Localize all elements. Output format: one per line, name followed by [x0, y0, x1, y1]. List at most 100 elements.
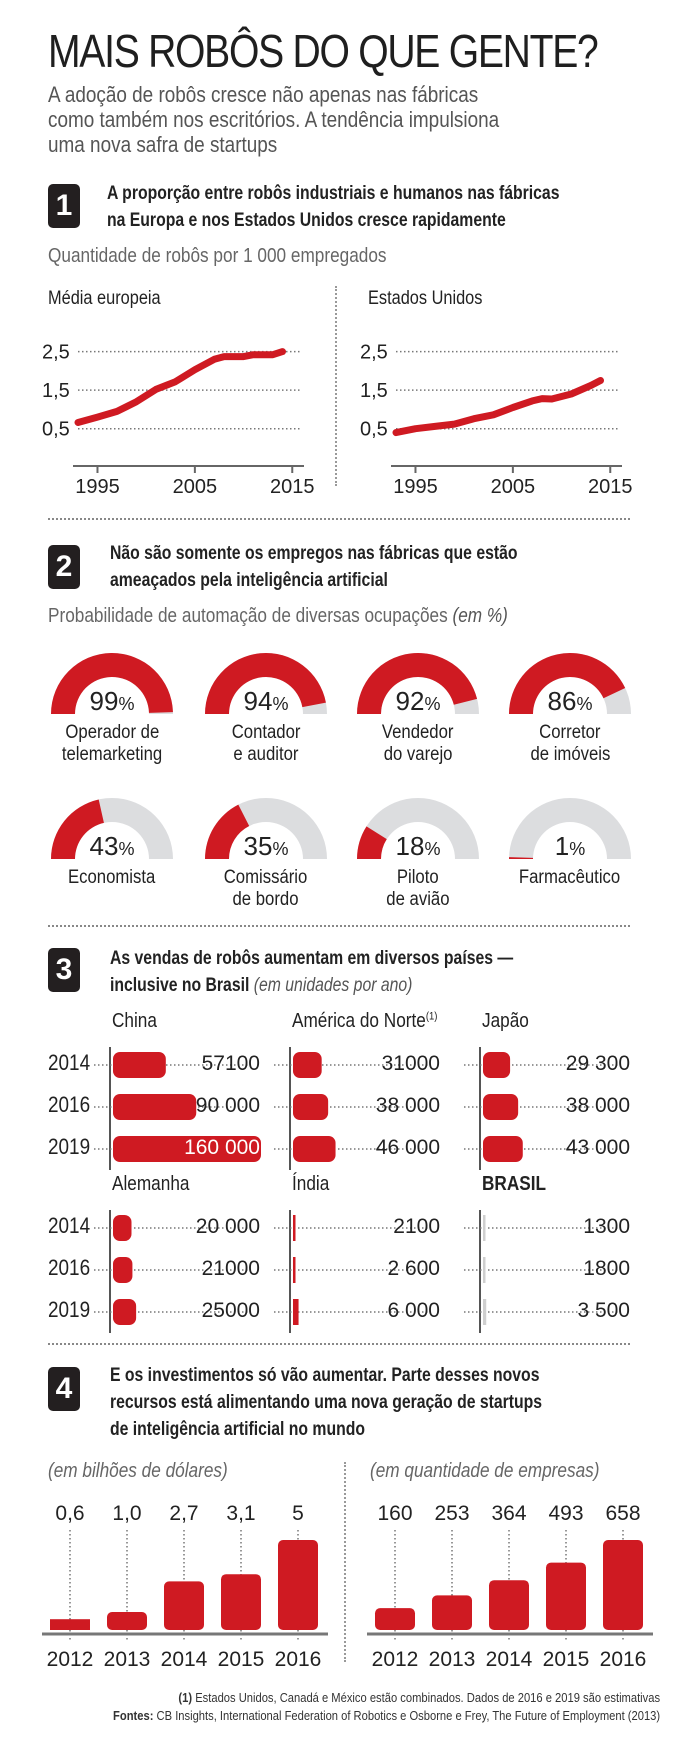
- sales-bar: [293, 1094, 329, 1120]
- sales-bar: [483, 1299, 487, 1325]
- x-tick-label: 2016: [275, 1648, 322, 1670]
- group-title: China: [112, 1010, 157, 1033]
- section2-heading: Não são somente os empregos nas fábricas…: [110, 540, 518, 594]
- gauge-label-line: Economista: [68, 867, 156, 888]
- bar: [107, 1612, 147, 1630]
- gauge-label: Operador de telemarketing: [37, 722, 187, 766]
- bar: [489, 1580, 529, 1630]
- group-title: América do Norte(1): [292, 1010, 437, 1033]
- x-tick-label: 2014: [161, 1648, 208, 1670]
- gauge-value: 86%: [548, 686, 593, 716]
- sales-bar-group: [274, 1210, 430, 1333]
- gauge: 92%: [357, 653, 479, 716]
- series-line: [74, 348, 286, 426]
- sales-value-label: 46 000: [375, 1136, 440, 1159]
- line-chart-europe: 0,5 1,5 2,5 1995 2005 2015: [42, 342, 315, 495]
- sales-bar: [483, 1094, 519, 1120]
- bar-value-label: 253: [434, 1502, 469, 1525]
- heading-unit: (em unidades por ano): [253, 975, 413, 996]
- subtitle-line: como também nos escritórios. A tendência…: [48, 107, 500, 132]
- bar-value-label: 160: [377, 1502, 412, 1525]
- bar: [221, 1574, 261, 1630]
- x-tick-label: 2005: [173, 476, 218, 495]
- x-tick-label: 2013: [429, 1648, 476, 1670]
- sales-bar: [293, 1299, 299, 1325]
- bar: [432, 1595, 472, 1630]
- heading-line: As vendas de robôs aumentam em diversos …: [110, 948, 514, 969]
- sales-bar: [113, 1136, 261, 1162]
- x-tick-label: 1995: [75, 476, 120, 495]
- page-title: MAIS ROBÔS DO QUE GENTE?: [48, 25, 599, 77]
- gauge-value: 1%: [555, 831, 585, 861]
- gauge-label-line: telemarketing: [61, 744, 163, 765]
- x-tick-label: 2015: [218, 1648, 265, 1670]
- bar-value-label: 0,6: [55, 1502, 84, 1525]
- sales-bar-group: [94, 1210, 250, 1333]
- x-tick-label: 2015: [270, 476, 315, 495]
- gauge: 86%: [509, 653, 631, 716]
- sales-value-label: 2100: [393, 1215, 440, 1238]
- gauge-label-line: de imóveis: [530, 744, 610, 765]
- x-tick-label: 2014: [486, 1648, 533, 1670]
- sales-value-label: 90 000: [195, 1094, 260, 1117]
- bar-value-label: 5: [292, 1502, 304, 1525]
- y-tick-label: 2,5: [42, 342, 70, 364]
- gauge-fill: [51, 653, 173, 714]
- gauge: 1%: [509, 798, 631, 861]
- gauge-label: Corretor de imóveis: [495, 722, 645, 766]
- percent-sign: %: [118, 839, 134, 859]
- gauge-label-line: Operador de: [65, 722, 159, 743]
- gauge: 35%: [205, 798, 327, 861]
- sales-bar: [113, 1094, 197, 1120]
- year-label: 2019: [48, 1134, 91, 1159]
- gauge-label-line: Piloto: [397, 867, 439, 888]
- footnote-marker: (1): [425, 1010, 438, 1023]
- y-tick-label: 1,5: [42, 380, 70, 402]
- year-label: 2016: [48, 1255, 91, 1280]
- group-name: China: [112, 1010, 157, 1032]
- percent-sign: %: [272, 839, 288, 859]
- bar-value-label: 1,0: [112, 1502, 141, 1525]
- sources-text: CB Insights, International Federation of…: [156, 1708, 660, 1723]
- gauge-label-line: Comissário: [224, 867, 308, 888]
- bar-chart-investment: 0,6 2012 1,0 2013 2,7 2014 3,1 2015 5 2016: [42, 1502, 328, 1670]
- group-title: Japão: [482, 1010, 529, 1033]
- section-divider: [48, 925, 630, 927]
- x-tick-label: 2012: [47, 1648, 94, 1670]
- subheading-text: Probabilidade de automação de diversas o…: [48, 605, 448, 627]
- gauge-value: 94%: [244, 686, 289, 716]
- section-number-1: 1: [48, 184, 80, 228]
- bar: [375, 1608, 415, 1630]
- sales-bar-group: [274, 1047, 430, 1170]
- sales-bar-group: [464, 1210, 620, 1333]
- group-name: BRASIL: [482, 1173, 547, 1195]
- sales-bar: [483, 1136, 523, 1162]
- section-number-3: 3: [48, 948, 80, 992]
- gauge-label: Comissário de bordo: [191, 867, 341, 911]
- gauge-label-line: Corretor: [539, 722, 601, 743]
- section-number-2: 2: [48, 545, 80, 589]
- year-label: 2014: [48, 1213, 91, 1238]
- gauge-fill: [509, 857, 534, 859]
- footnote-marker: (1): [178, 1690, 192, 1705]
- bar-value-label: 364: [491, 1502, 526, 1525]
- gauge-fill: [205, 653, 326, 714]
- sales-bar-group: [464, 1047, 620, 1170]
- gauge-label-line: Vendedor: [382, 722, 454, 743]
- bar: [164, 1581, 204, 1630]
- sales-value-label: 31000: [381, 1052, 440, 1075]
- bar: [50, 1619, 90, 1630]
- sales-value-label: 2 600: [387, 1257, 440, 1280]
- gauge-track: [357, 798, 479, 859]
- sales-bar-group: [94, 1047, 261, 1170]
- sales-bar: [113, 1052, 166, 1078]
- heading-line: Não são somente os empregos nas fábricas…: [110, 543, 518, 564]
- sales-bar: [293, 1136, 336, 1162]
- sales-value-label: 25000: [201, 1299, 260, 1322]
- subtitle-line: uma nova safra de startups: [48, 132, 278, 157]
- subtitle-line: A adoção de robôs cresce não apenas nas …: [48, 82, 479, 107]
- section-divider: [48, 518, 630, 520]
- bar: [278, 1540, 318, 1630]
- series-line: [392, 377, 604, 437]
- sales-bar: [293, 1257, 296, 1283]
